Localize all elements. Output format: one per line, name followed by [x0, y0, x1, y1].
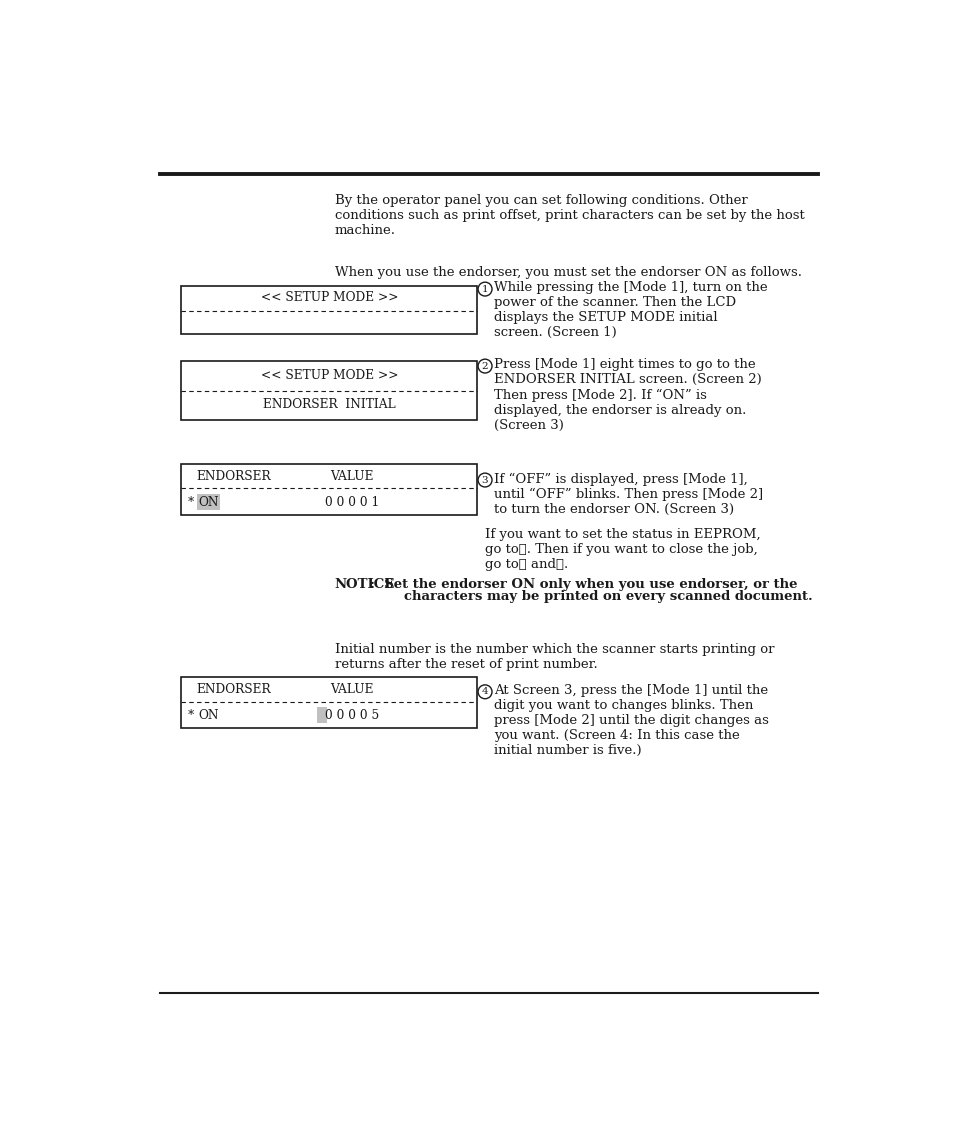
Text: :  Set the endorser ON only when you use endorser, or the: : Set the endorser ON only when you use …	[370, 578, 797, 591]
Circle shape	[477, 473, 492, 487]
Text: 0 0 0 0 5: 0 0 0 0 5	[324, 709, 378, 722]
Text: << SETUP MODE >>: << SETUP MODE >>	[260, 291, 397, 303]
Text: ENDORSER: ENDORSER	[196, 469, 271, 482]
Text: Initial number is the number which the scanner starts printing or
returns after : Initial number is the number which the s…	[335, 643, 774, 671]
Bar	[181, 464, 476, 515]
Text: ON: ON	[198, 496, 218, 510]
Text: characters may be printed on every scanned document.: characters may be printed on every scann…	[404, 590, 812, 603]
Text: VALUE: VALUE	[330, 682, 374, 696]
Text: 4: 4	[481, 687, 488, 696]
Bar	[196, 493, 220, 511]
Text: NOTICE: NOTICE	[335, 578, 395, 591]
Text: By the operator panel you can set following conditions. Other
conditions such as: By the operator panel you can set follow…	[335, 194, 803, 237]
Circle shape	[477, 282, 492, 297]
Text: 0 0 0 0 1: 0 0 0 0 1	[324, 496, 378, 510]
Text: When you use the endorser, you must set the endorser ON as follows.: When you use the endorser, you must set …	[335, 266, 801, 279]
Text: While pressing the [Mode 1], turn on the
power of the scanner. Then the LCD
disp: While pressing the [Mode 1], turn on the…	[494, 282, 767, 339]
Bar	[316, 708, 327, 724]
Bar	[181, 286, 476, 333]
Bar	[181, 362, 476, 420]
Text: *: *	[187, 496, 193, 510]
Text: 1: 1	[481, 285, 488, 293]
Text: 2: 2	[481, 362, 488, 371]
Text: ON: ON	[198, 709, 218, 722]
Text: If “OFF” is displayed, press [Mode 1],
until “OFF” blinks. Then press [Mode 2]
t: If “OFF” is displayed, press [Mode 1], u…	[494, 473, 762, 516]
Text: 3: 3	[481, 475, 488, 484]
Text: If you want to set the status in EEPROM,
go toⓤ. Then if you want to close the j: If you want to set the status in EEPROM,…	[484, 528, 760, 571]
Text: *: *	[187, 709, 193, 722]
Text: VALUE: VALUE	[330, 469, 374, 482]
Circle shape	[477, 360, 492, 373]
Text: At Screen 3, press the [Mode 1] until the
digit you want to changes blinks. Then: At Screen 3, press the [Mode 1] until th…	[494, 684, 768, 757]
Text: << SETUP MODE >>: << SETUP MODE >>	[260, 369, 397, 382]
Text: ENDORSER  INITIAL: ENDORSER INITIAL	[263, 398, 395, 411]
Text: ENDORSER: ENDORSER	[196, 682, 271, 696]
Bar	[181, 677, 476, 728]
Circle shape	[477, 685, 492, 698]
Text: Press [Mode 1] eight times to go to the
ENDORSER INITIAL screen. (Screen 2)
Then: Press [Mode 1] eight times to go to the …	[494, 358, 761, 432]
